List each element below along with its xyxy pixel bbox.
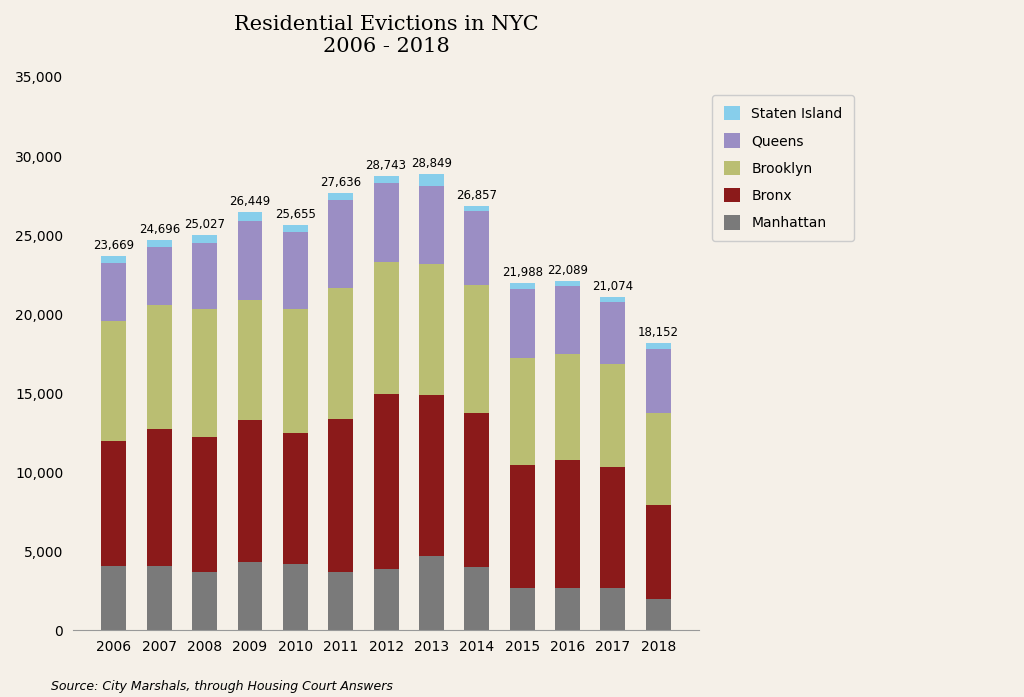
Bar [374, 569, 398, 630]
Bar [238, 562, 262, 630]
Bar [193, 437, 217, 572]
Bar [555, 286, 580, 355]
Bar [464, 413, 489, 567]
Bar [193, 572, 217, 630]
Text: 23,669: 23,669 [93, 239, 134, 252]
Bar [419, 174, 444, 186]
Text: 26,449: 26,449 [229, 195, 270, 208]
Bar [238, 221, 262, 300]
Bar [238, 300, 262, 420]
Bar [510, 283, 535, 289]
Bar [600, 302, 626, 364]
Bar [101, 321, 126, 441]
Bar [374, 183, 398, 262]
Text: Source: City Marshals, through Housing Court Answers: Source: City Marshals, through Housing C… [51, 680, 393, 693]
Bar [464, 206, 489, 211]
Bar [193, 243, 217, 309]
Bar [374, 394, 398, 569]
Bar [146, 305, 172, 429]
Bar [193, 309, 217, 437]
Text: 25,655: 25,655 [275, 208, 315, 221]
Bar [146, 567, 172, 630]
Bar [555, 355, 580, 459]
Bar [329, 288, 353, 418]
Bar [329, 418, 353, 572]
Bar [555, 281, 580, 286]
Bar [646, 413, 671, 505]
Text: 21,988: 21,988 [502, 266, 543, 279]
Bar [146, 429, 172, 567]
Bar [510, 358, 535, 465]
Bar [600, 364, 626, 467]
Bar [646, 349, 671, 413]
Bar [555, 459, 580, 588]
Bar [283, 309, 308, 433]
Bar [146, 240, 172, 247]
Text: 27,636: 27,636 [321, 176, 361, 190]
Bar [464, 567, 489, 630]
Text: 28,743: 28,743 [366, 159, 407, 172]
Bar [329, 200, 353, 288]
Bar [464, 211, 489, 285]
Bar [600, 297, 626, 302]
Bar [646, 599, 671, 630]
Bar [419, 186, 444, 263]
Bar [101, 565, 126, 630]
Bar [374, 262, 398, 394]
Text: 28,849: 28,849 [411, 158, 452, 170]
Bar [510, 465, 535, 588]
Text: 25,027: 25,027 [184, 217, 225, 231]
Bar [600, 588, 626, 630]
Bar [238, 420, 262, 562]
Bar [238, 212, 262, 221]
Legend: Staten Island, Queens, Brooklyn, Bronx, Manhattan: Staten Island, Queens, Brooklyn, Bronx, … [713, 95, 854, 241]
Bar [555, 588, 580, 630]
Text: 18,152: 18,152 [638, 326, 679, 339]
Bar [646, 505, 671, 599]
Bar [283, 564, 308, 630]
Bar [510, 289, 535, 358]
Bar [419, 263, 444, 395]
Text: 24,696: 24,696 [138, 223, 180, 236]
Bar [101, 263, 126, 321]
Bar [600, 467, 626, 588]
Bar [283, 433, 308, 564]
Bar [374, 176, 398, 183]
Bar [283, 232, 308, 309]
Bar [646, 344, 671, 349]
Text: 22,089: 22,089 [547, 264, 588, 277]
Bar [464, 285, 489, 413]
Text: 26,857: 26,857 [457, 189, 498, 202]
Bar [283, 224, 308, 232]
Bar [101, 256, 126, 263]
Bar [146, 247, 172, 305]
Title: Residential Evictions in NYC
2006 - 2018: Residential Evictions in NYC 2006 - 2018 [233, 15, 539, 56]
Bar [329, 572, 353, 630]
Bar [101, 441, 126, 565]
Bar [419, 556, 444, 630]
Bar [193, 235, 217, 243]
Text: 21,074: 21,074 [593, 280, 634, 293]
Bar [329, 194, 353, 200]
Bar [419, 395, 444, 556]
Bar [510, 588, 535, 630]
